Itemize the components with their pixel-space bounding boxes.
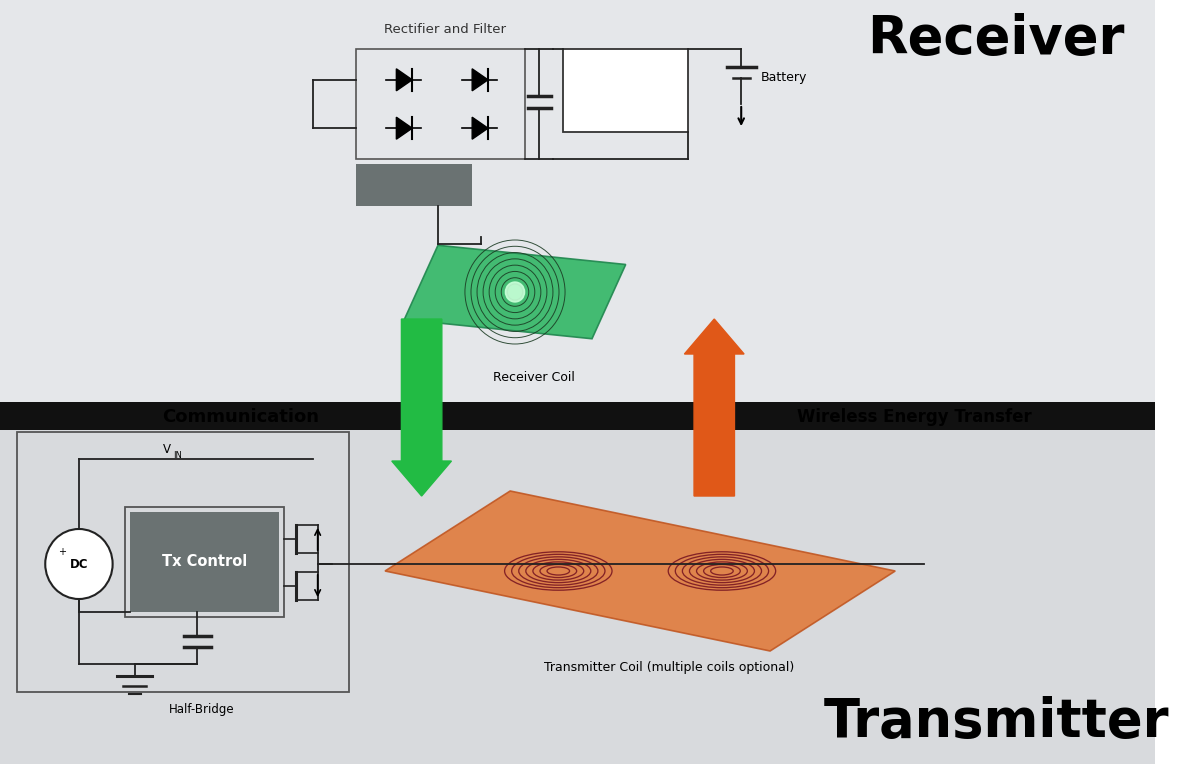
Bar	[125, 507, 284, 617]
Bar	[0, 402, 1156, 430]
Bar	[17, 432, 349, 692]
Text: Communication: Communication	[162, 408, 319, 426]
Text: Receiver Coil: Receiver Coil	[493, 371, 575, 384]
Polygon shape	[404, 245, 625, 338]
Text: Rx Control: Rx Control	[379, 179, 449, 192]
FancyArrow shape	[684, 319, 744, 496]
Bar	[0, 406, 1156, 764]
Text: DC: DC	[70, 558, 88, 571]
Circle shape	[505, 282, 524, 302]
Text: Receiver: Receiver	[868, 13, 1124, 65]
Bar	[563, 49, 689, 132]
Circle shape	[46, 529, 113, 599]
Text: Half-Bridge: Half-Bridge	[169, 703, 235, 716]
Text: Wireless Energy Transfer: Wireless Energy Transfer	[797, 408, 1032, 426]
Bar	[356, 49, 524, 159]
Polygon shape	[472, 117, 488, 139]
FancyArrow shape	[391, 319, 451, 496]
Text: +: +	[58, 547, 66, 557]
Text: Battery: Battery	[761, 70, 806, 83]
Polygon shape	[396, 117, 413, 139]
Polygon shape	[385, 491, 895, 651]
Text: Transmitter: Transmitter	[823, 696, 1169, 748]
Bar	[0, 0, 1156, 406]
Polygon shape	[472, 69, 488, 91]
Polygon shape	[396, 69, 413, 91]
Bar	[130, 512, 280, 612]
Bar	[356, 164, 472, 206]
Text: V: V	[163, 443, 172, 456]
Text: IN: IN	[173, 451, 182, 460]
Text: Transmitter Coil (multiple coils optional): Transmitter Coil (multiple coils optiona…	[544, 661, 794, 674]
Text: Rectifier and Filter: Rectifier and Filter	[384, 22, 505, 35]
Text: Battery
Charger: Battery Charger	[602, 76, 649, 105]
Text: Tx Control: Tx Control	[162, 555, 247, 569]
